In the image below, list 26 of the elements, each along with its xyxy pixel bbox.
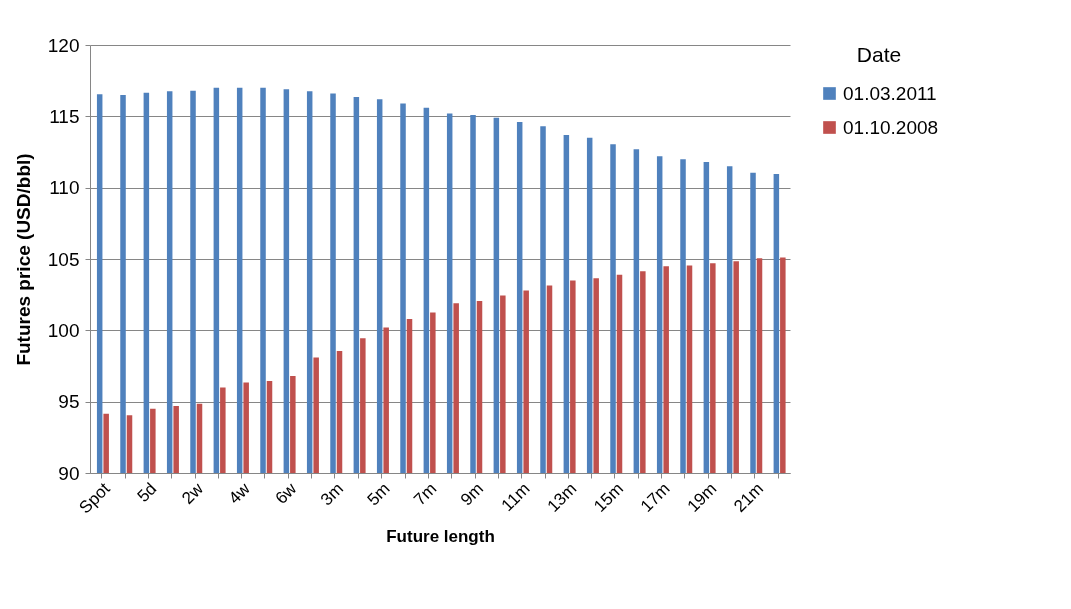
x-tick-label: 4w: [224, 478, 255, 508]
x-tick-label: 3m: [316, 479, 348, 510]
x-tick-label: 17m: [636, 479, 674, 516]
x-tick-label: 9m: [456, 479, 488, 510]
y-tick-label: 105: [47, 248, 80, 270]
x-tick-label: 6w: [271, 478, 301, 508]
x-tick-label: 15m: [590, 479, 628, 516]
x-tick-label: 19m: [683, 479, 721, 516]
x-tick-label: 13m: [543, 479, 581, 516]
x-tick-label: 5m: [363, 479, 394, 510]
y-tick-label: 90: [58, 462, 80, 484]
y-tick-label: 120: [47, 34, 80, 56]
y-axis-title: Futures price (USD/bbl): [12, 153, 34, 366]
y-tick-label: 100: [47, 319, 80, 341]
x-tick-label: 7m: [410, 479, 441, 510]
y-tick-label: 110: [49, 177, 80, 199]
legend-label: 01.03.2011: [843, 82, 937, 104]
y-tick-label: 115: [49, 105, 80, 127]
legend-title: Date: [856, 43, 902, 66]
x-axis-title: Future length: [386, 526, 495, 546]
y-tick-label: 95: [58, 391, 80, 413]
legend-label: 01.10.2008: [843, 116, 939, 138]
x-tick-label: 11m: [497, 479, 534, 516]
x-tick-label: 21m: [730, 479, 768, 516]
x-tick-label: 5d: [133, 479, 161, 506]
x-tick-label: 2w: [178, 478, 208, 508]
